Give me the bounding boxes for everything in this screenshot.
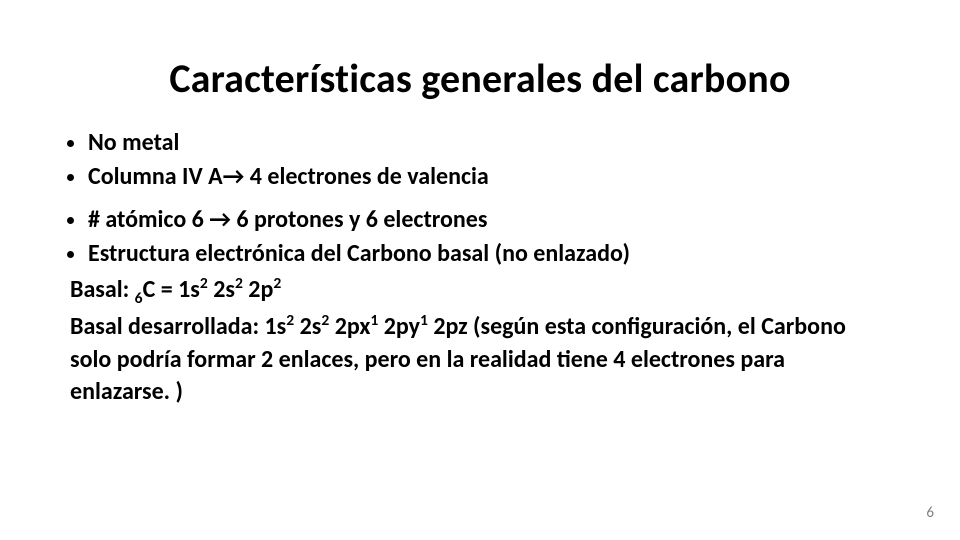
orb-2s: 2s (213, 275, 235, 304)
elem-c: C = (143, 275, 179, 304)
electron-config-developed: Basal desarrollada: 1s2 2s2 2px1 2py1 2p… (70, 310, 890, 408)
sup-2: 2 (273, 274, 281, 293)
sub-6: 6 (135, 288, 143, 307)
orb-2p: 2p (248, 275, 273, 304)
slide-content: No metal Columna IV A→ 4 electrones de v… (70, 127, 890, 409)
sup-2: 2 (200, 274, 208, 293)
sup-1: 1 (420, 311, 428, 330)
orb-2s: 2s (300, 312, 322, 341)
bullet-item: Estructura electrónica del Carbono basal… (88, 238, 890, 270)
orb-2px: 2px (335, 312, 371, 341)
bullet-item: No metal (88, 127, 890, 159)
basal-label: Basal: (70, 275, 135, 304)
orb-2pz: 2pz (433, 312, 467, 341)
electron-config-basal: Basal: 6C = 1s2 2s2 2p2 (70, 273, 890, 309)
orb-1s: 1s (265, 312, 287, 341)
orb-1s: 1s (178, 275, 200, 304)
slide: Características generales del carbono No… (0, 0, 960, 540)
sup-2: 2 (235, 274, 243, 293)
sup-2: 2 (286, 311, 294, 330)
orb-2py: 2py (384, 312, 420, 341)
slide-title: Características generales del carbono (70, 54, 890, 103)
sup-2: 2 (321, 311, 329, 330)
page-number: 6 (926, 504, 934, 522)
bullet-list-mid: # atómico 6 → 6 protones y 6 electrones … (88, 204, 890, 271)
bullet-item: # atómico 6 → 6 protones y 6 electrones (88, 204, 890, 236)
bullet-list-top: No metal Columna IV A→ 4 electrones de v… (88, 127, 890, 194)
sup-1: 1 (370, 311, 378, 330)
bullet-item: Columna IV A→ 4 electrones de valencia (88, 161, 890, 193)
dev-label: Basal desarrollada: (70, 312, 265, 341)
